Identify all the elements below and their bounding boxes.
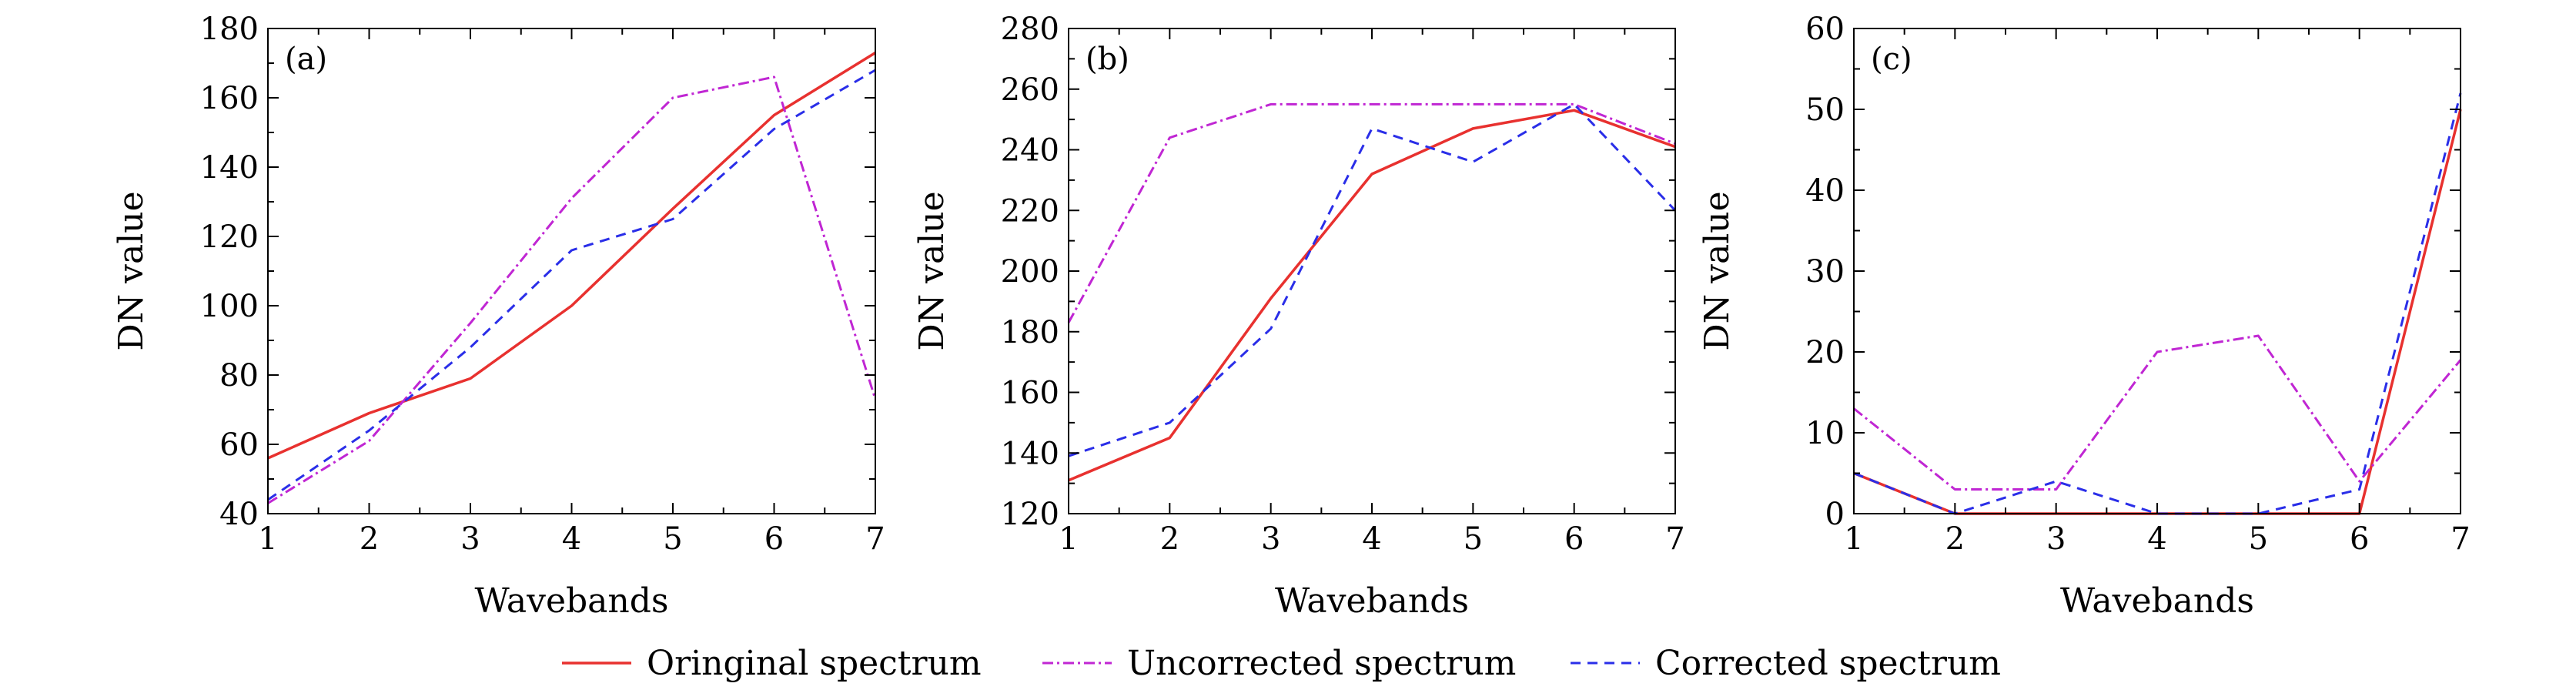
x-tick-label-c: 3 bbox=[2046, 521, 2066, 557]
y-tick-label-b: 240 bbox=[1001, 133, 1059, 169]
series-line-uncorrected-b bbox=[1067, 102, 1676, 323]
y-tick-label-a: 120 bbox=[200, 219, 259, 255]
panel-a: 1 2 3 4 5 6 7 40 60 80 100 120 140 160 180 (a) Wavebands… bbox=[112, 12, 885, 621]
y-tick-label-b: 260 bbox=[1001, 72, 1059, 108]
y-axis-title-c: DN value bbox=[1698, 191, 1737, 350]
y-tick-label-b: 200 bbox=[1001, 254, 1059, 290]
series-line-corrected-b bbox=[1068, 102, 1677, 457]
legend-label-uncorrected: Uncorrected spectrum bbox=[1127, 644, 1516, 683]
panel-label-b: (b) bbox=[1086, 42, 1129, 77]
legend-label-corrected: Corrected spectrum bbox=[1655, 644, 2001, 683]
x-tick-label-b: 5 bbox=[1464, 521, 1483, 557]
x-tick-label-a: 2 bbox=[360, 521, 379, 557]
panel-label-c: (c) bbox=[1871, 42, 1912, 77]
y-tick-label-a: 180 bbox=[200, 12, 259, 47]
y-tick-label-c: 60 bbox=[1805, 12, 1845, 47]
y-tick-label-a: 40 bbox=[219, 497, 259, 532]
x-tick-label-b: 4 bbox=[1362, 521, 1381, 557]
y-tick-label-a: 160 bbox=[200, 81, 259, 116]
panel-label-a: (a) bbox=[285, 42, 327, 77]
y-tick-label-c: 40 bbox=[1805, 173, 1845, 209]
y-tick-label-a: 100 bbox=[200, 289, 259, 324]
y-tick-label-b: 160 bbox=[1001, 376, 1059, 411]
x-tick-label-b: 7 bbox=[1665, 521, 1684, 557]
y-tick-label-c: 50 bbox=[1805, 92, 1845, 128]
panel-b: 1 2 3 4 5 6 7 120 140 160 180 200 220 240 260 280 (b) Wav… bbox=[912, 12, 1685, 621]
y-axis-title-b: DN value bbox=[912, 191, 952, 350]
x-tick-label-b: 2 bbox=[1160, 521, 1179, 557]
x-tick-label-b: 3 bbox=[1261, 521, 1280, 557]
x-axis-title-a: Wavebands bbox=[474, 581, 668, 621]
x-axis-title-b: Wavebands bbox=[1275, 581, 1469, 621]
series-line-uncorrected-a bbox=[267, 75, 877, 504]
x-tick-label-a: 7 bbox=[865, 521, 885, 557]
x-tick-label-a: 5 bbox=[663, 521, 682, 557]
y-tick-label-b: 280 bbox=[1001, 12, 1059, 47]
x-tick-label-b: 6 bbox=[1564, 521, 1584, 557]
y-tick-label-a: 140 bbox=[200, 150, 259, 186]
series-line-uncorrected-c bbox=[1853, 334, 2462, 491]
y-tick-label-c: 30 bbox=[1805, 254, 1845, 290]
y-tick-label-b: 220 bbox=[1001, 193, 1059, 229]
series-line-original-b bbox=[1068, 109, 1676, 482]
y-tick-label-b: 180 bbox=[1001, 315, 1059, 350]
y-tick-label-a: 60 bbox=[219, 427, 259, 463]
y-axis-title-a: DN value bbox=[112, 191, 151, 350]
y-tick-label-b: 140 bbox=[1001, 436, 1059, 471]
x-tick-label-c: 5 bbox=[2249, 521, 2268, 557]
x-tick-label-b: 1 bbox=[1059, 521, 1078, 557]
x-tick-label-c: 1 bbox=[1844, 521, 1863, 557]
x-tick-label-c: 2 bbox=[1945, 521, 1965, 557]
x-tick-label-a: 4 bbox=[562, 521, 581, 557]
legend: Oringinal spectrum Uncorrected spectrum … bbox=[562, 644, 2001, 683]
x-tick-label-a: 3 bbox=[460, 521, 480, 557]
x-tick-label-c: 4 bbox=[2147, 521, 2166, 557]
y-tick-label-c: 10 bbox=[1805, 416, 1845, 451]
plot-frame-c bbox=[1853, 28, 2461, 514]
series-line-original-a bbox=[267, 52, 876, 460]
y-tick-label-c: 0 bbox=[1825, 497, 1845, 532]
y-tick-label-a: 80 bbox=[219, 358, 259, 394]
x-tick-label-c: 7 bbox=[2451, 521, 2470, 557]
series-line-corrected-c bbox=[1853, 92, 2462, 515]
plot-frame-a bbox=[267, 28, 876, 514]
y-tick-label-c: 20 bbox=[1805, 335, 1845, 370]
x-tick-label-a: 1 bbox=[258, 521, 277, 557]
x-tick-label-c: 6 bbox=[2350, 521, 2369, 557]
legend-label-original: Oringinal spectrum bbox=[647, 644, 982, 683]
x-tick-label-a: 6 bbox=[764, 521, 784, 557]
panel-c: 1 2 3 4 5 6 7 0 10 20 30 40 50 60 (c) Wavebands DN value bbox=[1698, 12, 2471, 621]
y-tick-label-b: 120 bbox=[1001, 497, 1059, 532]
series-line-corrected-a bbox=[267, 69, 876, 501]
x-axis-title-c: Wavebands bbox=[2060, 581, 2254, 621]
